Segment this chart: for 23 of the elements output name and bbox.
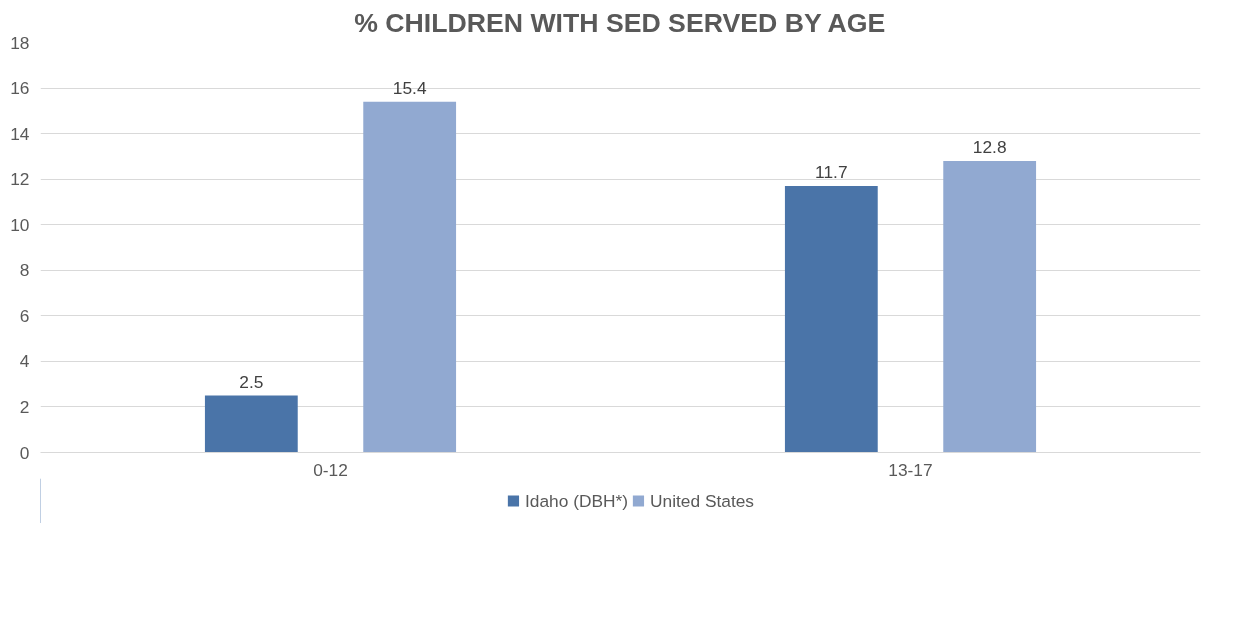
chart-title: % CHILDREN WITH SED SERVED BY AGE (354, 7, 886, 38)
y-tick-label: 0 (19, 442, 30, 463)
y-tick-label: 6 (19, 305, 30, 326)
bar (204, 395, 298, 453)
legend-label: United States (650, 490, 755, 511)
y-tick-label: 8 (19, 260, 30, 281)
bar (363, 101, 457, 453)
y-tick-label: 12 (10, 169, 30, 190)
legend-label: Idaho (DBH*) (524, 490, 629, 511)
x-tick-label: 0-12 (313, 459, 348, 480)
data-label: 12.8 (972, 136, 1007, 157)
y-tick-label: 14 (10, 123, 30, 144)
data-label: 11.7 (815, 162, 848, 182)
y-tick-label: 10 (10, 214, 30, 235)
y-tick-label: 16 (10, 78, 30, 99)
bar (784, 186, 878, 453)
x-tick-label: 13-17 (888, 459, 933, 480)
y-tick-label: 4 (19, 351, 30, 372)
bar (943, 160, 1037, 453)
y-tick-label: 2 (19, 396, 30, 417)
data-label: 15.4 (392, 77, 427, 98)
data-label: 2.5 (239, 371, 264, 392)
y-tick-label: 18 (10, 32, 30, 53)
